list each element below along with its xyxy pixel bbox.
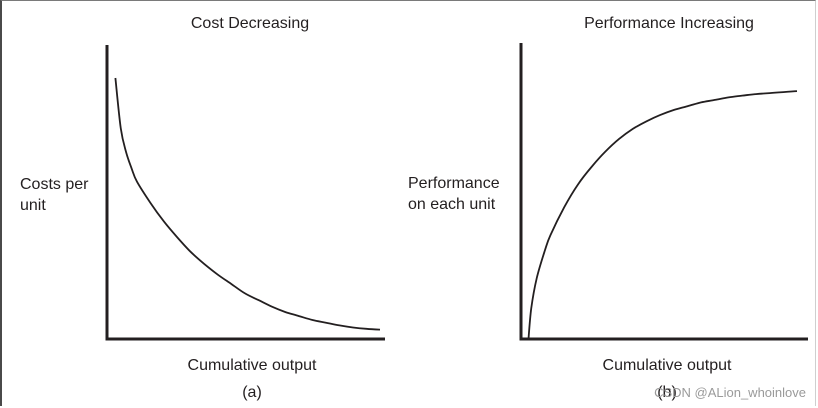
- panel-a-xlabel: Cumulative output: [188, 357, 318, 374]
- panel-a: Cost Decreasing Costs per unit Cumulativ…: [20, 15, 385, 401]
- panel-b-label: (b): [657, 384, 677, 401]
- panel-b-title: Performance Increasing: [584, 15, 754, 32]
- panel-b: Performance Increasing Performance on ea…: [408, 15, 808, 401]
- panel-a-label: (a): [242, 384, 262, 401]
- panel-a-title: Cost Decreasing: [191, 15, 309, 32]
- watermark-text: CSDN @ALion_whoinlove: [654, 385, 806, 400]
- panel-b-axes: [519, 43, 808, 341]
- panel-a-axes: [105, 45, 385, 341]
- panel-b-xlabel: Cumulative output: [603, 357, 733, 374]
- panel-a-ylabel-line-1: Costs per: [20, 176, 89, 193]
- panel-a-ylabel-line-2: unit: [20, 197, 46, 214]
- panel-a-cost-curve: [114, 77, 381, 331]
- panel-b-ylabel-line-2: on each unit: [408, 196, 496, 213]
- panel-b-ylabel-line-1: Performance: [408, 175, 500, 192]
- panel-b-performance-curve: [527, 90, 798, 340]
